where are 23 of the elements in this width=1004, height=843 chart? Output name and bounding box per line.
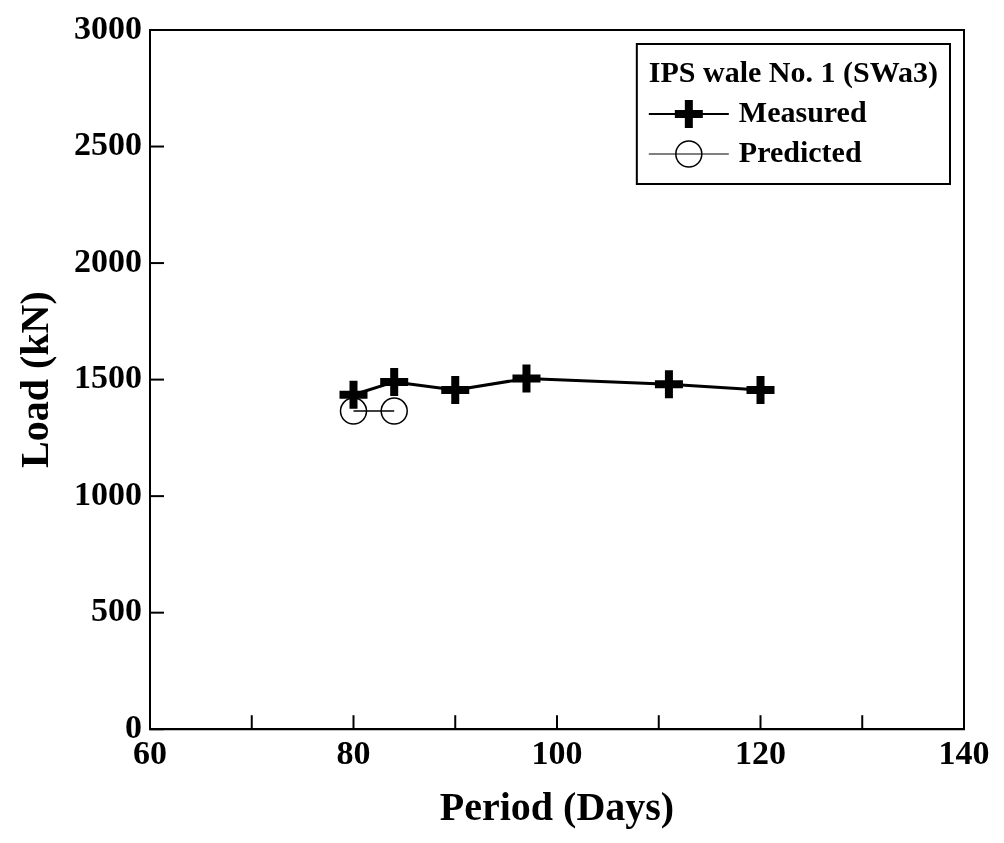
point (339, 380, 368, 409)
x-tick-label: 140 (938, 734, 990, 772)
point (746, 376, 775, 405)
point (654, 370, 683, 399)
y-tick-label: 500 (91, 591, 142, 629)
legend-title: IPS wale No. 1 (SWa3) (648, 54, 939, 89)
legend-label: Measured (738, 94, 867, 128)
point (380, 367, 409, 396)
y-tick-label: 1500 (74, 358, 142, 396)
y-axis-title: Load (kN) (12, 291, 58, 468)
x-tick-label: 100 (531, 734, 583, 772)
x-tick-label: 80 (336, 734, 371, 772)
y-tick-label: 2000 (74, 241, 142, 279)
x-axis-title: Period (Days) (439, 784, 675, 830)
y-tick-label: 1000 (74, 474, 142, 512)
point (339, 397, 368, 425)
y-tick-label: 3000 (74, 8, 142, 46)
x-tick-label: 120 (735, 734, 786, 772)
point (441, 376, 470, 405)
legend-label: Predicted (738, 134, 862, 168)
y-tick-label: 2500 (74, 125, 142, 163)
point (380, 397, 408, 425)
point (512, 364, 541, 393)
